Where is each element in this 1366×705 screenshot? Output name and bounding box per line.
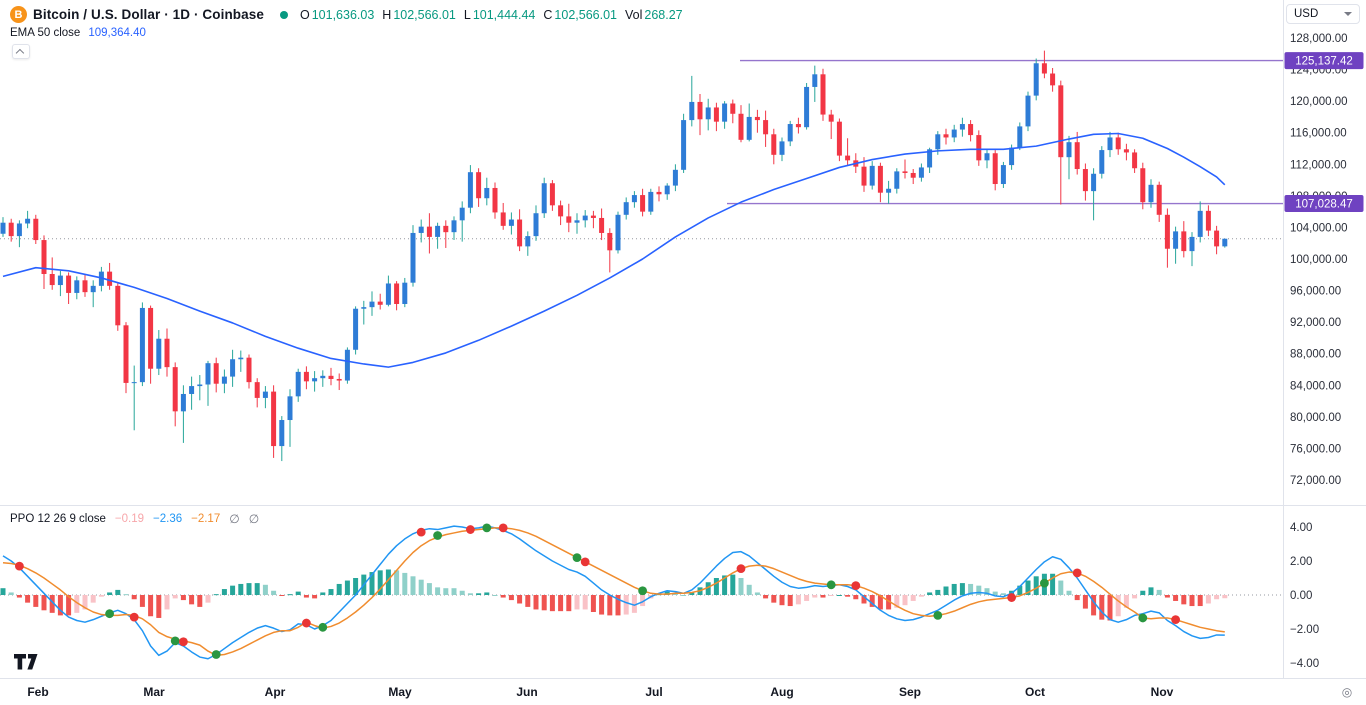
svg-text:100,000.00: 100,000.00 — [1290, 254, 1348, 266]
svg-text:Oct: Oct — [1025, 685, 1045, 699]
symbol-title[interactable]: Bitcoin / U.S. Dollar · 1D · Coinbase — [33, 7, 264, 22]
svg-text:107,028.47: 107,028.47 — [1295, 199, 1353, 211]
svg-text:125,137.42: 125,137.42 — [1295, 56, 1353, 68]
symbol-header: B Bitcoin / U.S. Dollar · 1D · Coinbase … — [10, 6, 683, 23]
time-axis-settings-icon[interactable]: ◎ — [1342, 685, 1352, 699]
collapse-legend-button[interactable] — [12, 44, 30, 59]
svg-text:4.00: 4.00 — [1290, 522, 1312, 534]
ema-line — [2, 132, 1226, 368]
svg-text:Nov: Nov — [1151, 685, 1174, 699]
high-value: 102,566.01 — [393, 7, 456, 22]
ppo-lines — [2, 525, 1225, 660]
svg-text:120,000.00: 120,000.00 — [1290, 96, 1348, 108]
ppo-axis[interactable]: 4.00 2.00 0.00 −2.00 −4.00 — [1290, 522, 1319, 670]
price-level-lines — [727, 59, 1284, 205]
open-label: O — [299, 7, 310, 22]
svg-text:Jul: Jul — [645, 685, 662, 699]
empty-set-icon: ∅ — [248, 512, 260, 526]
svg-text:88,000.00: 88,000.00 — [1290, 349, 1341, 361]
close-label: C — [543, 7, 553, 22]
price-axis[interactable]: 128,000.00124,000.00120,000.00116,000.00… — [1290, 33, 1348, 487]
svg-text:80,000.00: 80,000.00 — [1290, 412, 1341, 424]
svg-text:128,000.00: 128,000.00 — [1290, 33, 1348, 45]
currency-selector-button[interactable]: USD — [1286, 4, 1360, 24]
svg-text:96,000.00: 96,000.00 — [1290, 286, 1341, 298]
svg-text:May: May — [388, 685, 412, 699]
volume-label: Vol — [624, 7, 643, 22]
close-value: 102,566.01 — [554, 7, 617, 22]
price-level-badges: 125,137.42 107,028.47 — [1284, 52, 1364, 213]
svg-text:72,000.00: 72,000.00 — [1290, 475, 1341, 487]
svg-text:112,000.00: 112,000.00 — [1290, 159, 1347, 171]
svg-text:104,000.00: 104,000.00 — [1290, 222, 1348, 234]
svg-text:84,000.00: 84,000.00 — [1290, 380, 1341, 392]
svg-text:0.00: 0.00 — [1290, 590, 1312, 602]
volume-value: 268.27 — [644, 7, 683, 22]
chevron-up-icon — [15, 48, 25, 57]
tradingview-logo[interactable] — [13, 653, 39, 671]
ema-indicator-legend[interactable]: EMA 50 close 109,364.40 — [10, 27, 146, 39]
ppo-line-value: −2.36 — [153, 513, 183, 525]
svg-text:Mar: Mar — [143, 685, 165, 699]
chevron-down-icon — [1344, 12, 1352, 16]
high-label: H — [382, 7, 392, 22]
low-label: L — [463, 7, 471, 22]
market-status-icon — [279, 10, 288, 19]
low-value: 101,444.44 — [472, 7, 536, 22]
svg-text:Sep: Sep — [899, 685, 921, 699]
ppo-hist-value: −0.19 — [114, 513, 145, 525]
svg-text:2.00: 2.00 — [1290, 556, 1312, 568]
reference-lines — [0, 238, 1284, 596]
ppo-signal-value: −2.17 — [191, 513, 221, 525]
time-axis[interactable]: Feb Mar Apr May Jun Jul Aug Sep Oct Nov ◎ — [27, 685, 1352, 699]
open-value: 101,636.03 — [311, 7, 375, 22]
svg-text:92,000.00: 92,000.00 — [1290, 317, 1341, 329]
svg-text:−2.00: −2.00 — [1290, 624, 1319, 636]
svg-text:Feb: Feb — [27, 685, 48, 699]
ohlc-values: O 101,636.03 H 102,566.01 L 101,444.44 C 102… — [300, 8, 683, 22]
svg-text:116,000.00: 116,000.00 — [1290, 128, 1347, 140]
candles-layer — [0, 50, 1228, 462]
bitcoin-icon: B — [10, 6, 27, 23]
ema-label: EMA 50 close — [10, 27, 81, 39]
pane-separators — [0, 0, 1366, 679]
currency-label: USD — [1294, 8, 1319, 20]
ppo-histogram — [0, 569, 1228, 621]
svg-text:76,000.00: 76,000.00 — [1290, 443, 1341, 455]
ema-value: 109,364.40 — [88, 27, 146, 39]
ppo-label: PPO 12 26 9 close — [10, 513, 106, 525]
svg-text:−4.00: −4.00 — [1290, 658, 1319, 670]
empty-set-icon: ∅ — [229, 512, 240, 526]
signal-markers — [15, 523, 1180, 659]
svg-text:Apr: Apr — [265, 685, 286, 699]
ppo-indicator-legend[interactable]: PPO 12 26 9 close −0.19 −2.36 −2.17 ∅ ∅ — [10, 512, 259, 526]
svg-text:Aug: Aug — [770, 685, 793, 699]
svg-text:Jun: Jun — [516, 685, 537, 699]
